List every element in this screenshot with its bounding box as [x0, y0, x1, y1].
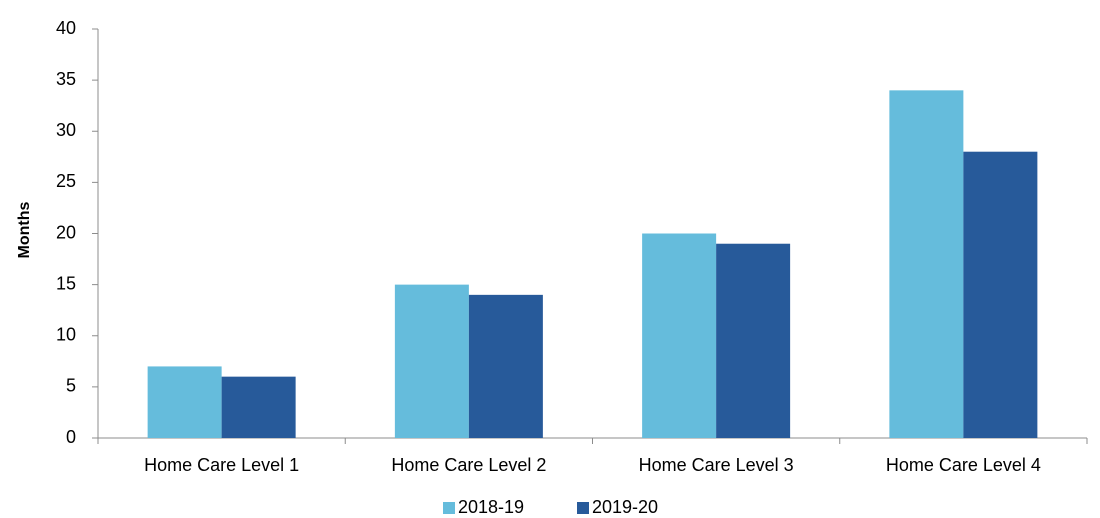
y-axis-label: Months	[16, 201, 33, 258]
legend-swatch	[577, 502, 589, 514]
bars	[147, 90, 1038, 438]
bar-2018-19-home-care-level-4	[889, 90, 964, 438]
y-tick-label: 5	[66, 376, 76, 396]
y-tick-label: 30	[56, 120, 76, 140]
x-tick-label: Home Care Level 4	[886, 455, 1041, 475]
bar-2018-19-home-care-level-3	[642, 233, 717, 438]
bar-2018-19-home-care-level-2	[394, 284, 469, 438]
bar-2019-20-home-care-level-4	[963, 151, 1038, 438]
legend-swatch	[443, 502, 455, 514]
x-axis: Home Care Level 1 Home Care Level 2 Home C…	[97, 437, 1088, 475]
y-tick-label: 20	[56, 222, 76, 242]
y-tick-label: 40	[56, 18, 76, 38]
bar-2019-20-home-care-level-2	[468, 294, 543, 438]
y-tick-label: 25	[56, 171, 76, 191]
y-tick-label: 35	[56, 69, 76, 89]
x-tick-label: Home Care Level 1	[144, 455, 299, 475]
legend: 2018-19 2019-20	[443, 497, 658, 517]
bar-2019-20-home-care-level-3	[716, 243, 791, 438]
x-tick-label: Home Care Level 3	[639, 455, 794, 475]
bar-2018-19-home-care-level-1	[147, 366, 222, 438]
legend-label: 2018-19	[458, 497, 524, 517]
x-tick-label: Home Care Level 2	[391, 455, 546, 475]
y-tick-label: 0	[66, 427, 76, 447]
y-axis: 0 5 10 15 20 25 30 35 40	[56, 18, 99, 447]
bar-2019-20-home-care-level-1	[221, 376, 296, 438]
y-tick-label: 10	[56, 325, 76, 345]
y-tick-label: 15	[56, 273, 76, 293]
legend-label: 2019-20	[592, 497, 658, 517]
